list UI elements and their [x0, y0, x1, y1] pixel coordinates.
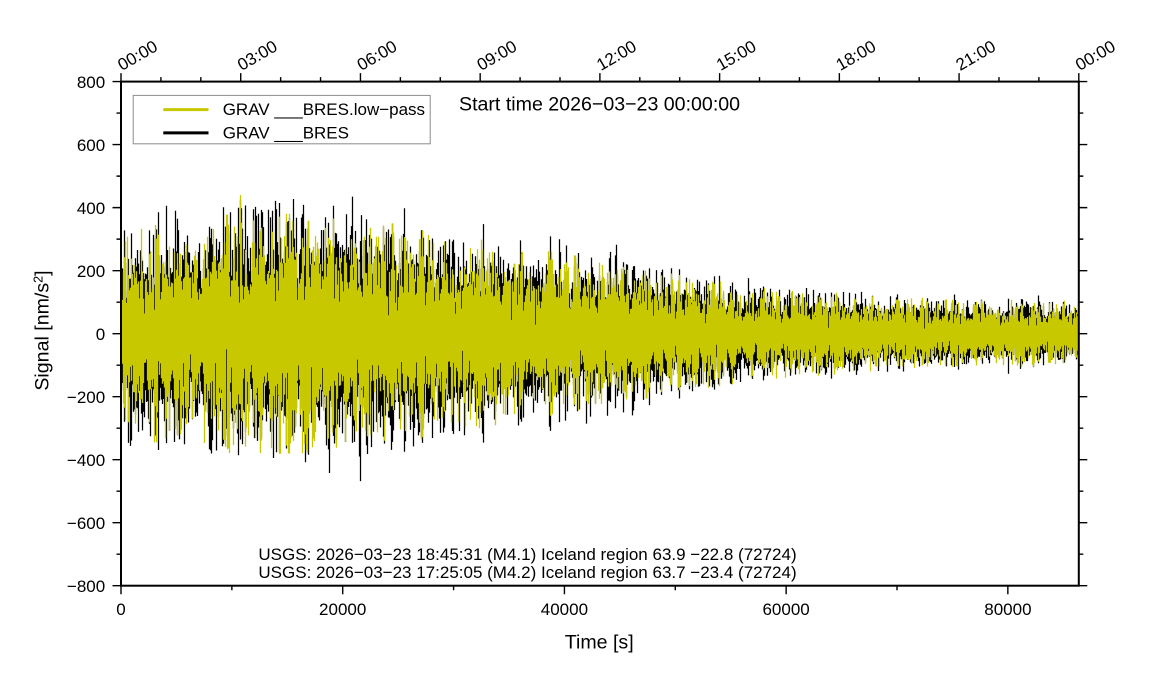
svg-text:40000: 40000: [541, 600, 588, 619]
svg-text:Time [s]: Time [s]: [565, 631, 634, 653]
svg-text:USGS: 2026−03−23 18:45:31 (M4.: USGS: 2026−03−23 18:45:31 (M4.1) Iceland…: [258, 545, 796, 564]
svg-text:USGS: 2026−03−23 17:25:05 (M4.: USGS: 2026−03−23 17:25:05 (M4.2) Iceland…: [258, 563, 796, 582]
svg-text:GRAV ___BRES.low−pass: GRAV ___BRES.low−pass: [223, 100, 425, 119]
svg-text:GRAV ___BRES: GRAV ___BRES: [223, 124, 349, 143]
svg-text:0: 0: [96, 325, 105, 344]
svg-text:400: 400: [77, 199, 105, 218]
svg-text:0: 0: [116, 600, 125, 619]
svg-text:−400: −400: [67, 451, 105, 470]
svg-text:20000: 20000: [319, 600, 366, 619]
svg-text:60000: 60000: [762, 600, 809, 619]
svg-text:−800: −800: [67, 577, 105, 596]
svg-text:80000: 80000: [984, 600, 1031, 619]
svg-text:200: 200: [77, 262, 105, 281]
svg-text:600: 600: [77, 136, 105, 155]
svg-text:Start time 2026−03−23 00:00:00: Start time 2026−03−23 00:00:00: [459, 94, 740, 116]
svg-text:Signal [nm/s2]: Signal [nm/s2]: [31, 270, 53, 390]
svg-text:800: 800: [77, 73, 105, 92]
svg-text:−600: −600: [67, 514, 105, 533]
svg-text:−200: −200: [67, 388, 105, 407]
